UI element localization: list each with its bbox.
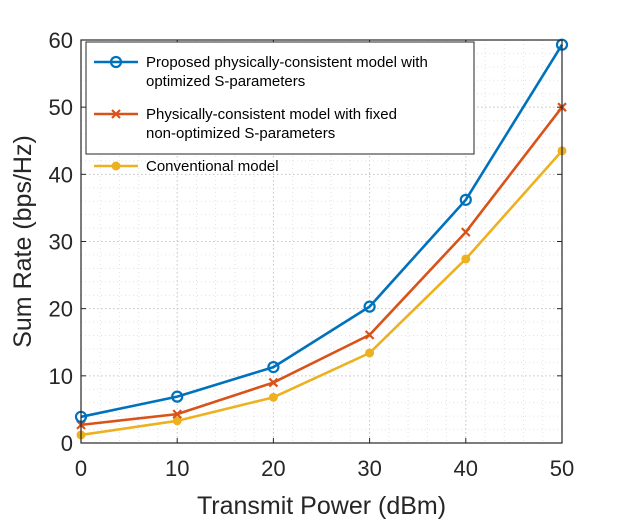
x-tick-label: 30 <box>357 456 381 481</box>
legend: Proposed physically-consistent model wit… <box>85 41 475 175</box>
series-1-point <box>459 193 472 206</box>
series-3-point <box>172 416 182 426</box>
x-tick-label: 50 <box>550 456 574 481</box>
ticks: 0 10 20 30 40 50 0 10 20 30 40 50 60 <box>49 28 575 481</box>
x-tick-label: 40 <box>454 456 478 481</box>
x-tick-label: 20 <box>261 456 285 481</box>
series-1-line <box>80 44 564 419</box>
legend-swatch-marker <box>109 55 123 69</box>
series-3-point <box>365 348 375 358</box>
series-2-point-stroke <box>364 330 375 340</box>
legend-box <box>85 41 475 155</box>
legend-swatch-marker-stroke <box>111 109 121 119</box>
y-axis-label: Sum Rate (bps/Hz) <box>9 135 37 348</box>
x-axis-label: Transmit Power (dBm) <box>197 492 446 520</box>
series-1-point <box>267 361 280 374</box>
series-2-point <box>172 409 182 419</box>
series-2-point-stroke <box>461 227 471 237</box>
legend-swatch-marker <box>111 161 121 171</box>
y-tick-label: 0 <box>61 431 73 456</box>
series-3-point <box>268 392 278 402</box>
y-tick-label: 20 <box>49 297 73 322</box>
x-tick-label: 10 <box>165 456 189 481</box>
legend-entry-text: Physically-consistent model with fixed <box>146 106 397 123</box>
legend-entry-text: Proposed physically-consistent model wit… <box>146 54 428 71</box>
legend-entry-text: non-optimized S-parameters <box>146 125 335 142</box>
series-2 <box>76 102 567 430</box>
series-1-point <box>363 300 376 313</box>
series-2-point <box>268 377 279 388</box>
series-3 <box>76 146 567 440</box>
series-3-line <box>80 149 563 437</box>
series-1 <box>74 38 569 423</box>
y-tick-label: 30 <box>49 230 73 255</box>
series-3-point <box>461 254 471 264</box>
legend-swatch-marker <box>111 109 121 119</box>
y-tick-label: 50 <box>49 95 73 120</box>
y-tick-label: 60 <box>49 28 73 53</box>
series-2-point-stroke <box>172 409 182 419</box>
legend-entry-text: optimized S-parameters <box>146 73 305 90</box>
series-2-point <box>461 227 471 237</box>
series-2-point-stroke <box>268 377 279 388</box>
series-2-point <box>364 330 375 340</box>
series-2-line <box>80 106 564 427</box>
y-tick-label: 10 <box>49 364 73 389</box>
series-1-point <box>171 390 184 403</box>
x-tick-label: 0 <box>75 456 87 481</box>
y-tick-label: 40 <box>49 162 73 187</box>
legend-entry-text: Conventional model <box>146 158 279 175</box>
series-layer <box>74 38 569 440</box>
